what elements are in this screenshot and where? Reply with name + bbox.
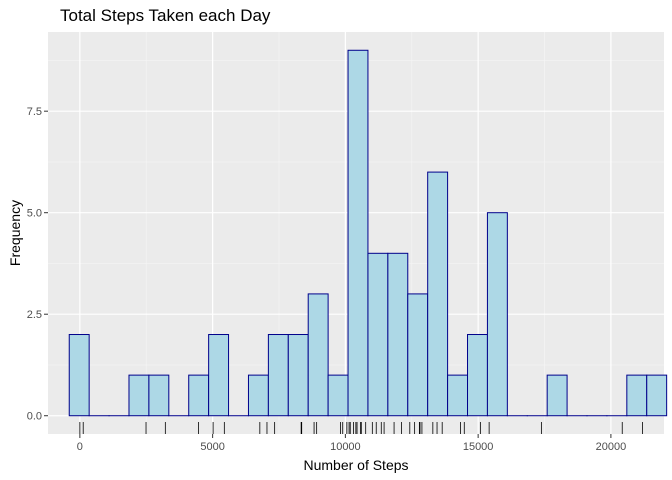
histogram-bar [68,334,90,417]
histogram-bar [267,334,289,417]
y-axis-title: Frequency [7,200,23,266]
histogram-bar [148,374,170,417]
histogram-bars [68,49,668,417]
x-tick-label: 5000 [200,441,224,453]
histogram-bar [467,334,488,417]
histogram-bar [546,374,568,417]
histogram-bar [307,293,329,417]
x-tick-label: 20000 [596,441,627,453]
x-tick-label: 0 [77,441,83,453]
histogram-bar [247,374,269,417]
rug-marks [79,422,643,434]
histogram-bar [208,334,230,417]
y-tick-label: 2.5 [27,309,42,321]
histogram-bar [486,212,508,417]
histogram-bar [347,49,369,417]
histogram-bar [387,252,409,417]
y-tick-label: 0.0 [27,411,42,423]
histogram-bar [287,334,309,417]
y-tick-label: 5.0 [27,208,42,220]
x-tick-label: 15000 [463,441,494,453]
histogram-bar [188,374,210,417]
histogram-bar [128,374,150,417]
chart-title: Total Steps Taken each Day [60,6,271,25]
x-axis-ticks: 0 5000 10000 15000 20000 [77,434,626,453]
y-tick-label: 7.5 [27,106,42,118]
histogram-bar [327,374,349,417]
x-tick-label: 10000 [330,441,361,453]
x-axis-title: Number of Steps [303,457,408,473]
histogram-bar [626,374,648,417]
histogram-bar [646,374,668,417]
histogram-bar [447,374,469,417]
y-axis-ticks: 0.0 2.5 5.0 7.5 [27,106,48,423]
histogram-bar [427,171,449,417]
histogram-bar [367,252,389,417]
histogram-bar [407,293,429,417]
